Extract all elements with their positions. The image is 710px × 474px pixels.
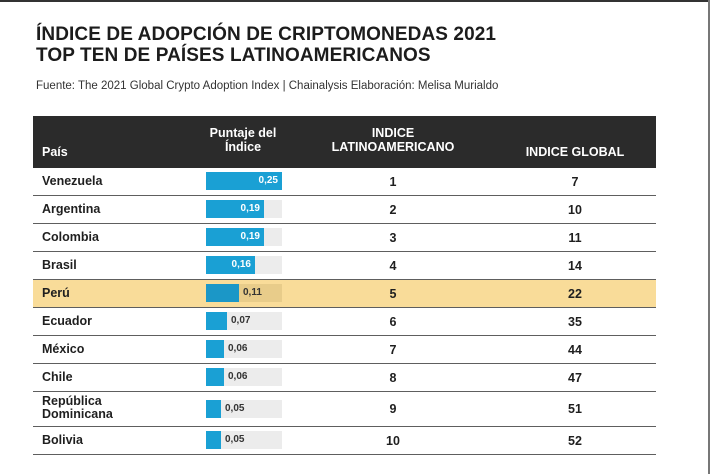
score-bar: [206, 368, 224, 386]
cell-indice-latinoamericano: 8: [389, 371, 397, 385]
cell-pais: Brasil: [42, 258, 77, 272]
cell-indice-global: 10: [568, 203, 582, 217]
score-bar: [206, 431, 221, 449]
score-bar-track: 0,07: [206, 312, 282, 330]
source-note: Fuente: The 2021 Global Crypto Adoption …: [36, 80, 499, 92]
cell-pais: Venezuela: [42, 174, 103, 188]
cell-indice-latinoamericano: 3: [389, 231, 397, 245]
cell-indice-latinoamericano: 7: [389, 343, 397, 357]
cell-indice-latinoamericano: 4: [389, 259, 397, 273]
header-indice-latinoamericano: INDICE LATINOAMERICANO: [331, 126, 455, 154]
score-bar-track: 0,19: [206, 228, 282, 246]
score-label: 0,25: [258, 175, 278, 186]
score-bar: [206, 284, 239, 302]
score-bar: [206, 228, 264, 246]
cell-indice-global: 44: [568, 343, 582, 357]
table-row: Bolivia 0,05 10 52: [33, 427, 656, 455]
table-row: Chile 0,06 8 47: [33, 364, 656, 392]
table-row: República Dominicana 0,05 9 51: [33, 392, 656, 427]
header-indice-global: INDICE GLOBAL: [525, 145, 625, 159]
cell-indice-global: 35: [568, 315, 582, 329]
header-pais: País: [42, 145, 68, 159]
score-bar-track: 0,16: [206, 256, 282, 274]
cell-indice-latinoamericano: 6: [389, 315, 397, 329]
cell-indice-latinoamericano: 10: [386, 434, 400, 448]
table-body: Venezuela 0,25 1 7 Argentina 0,19 2 10 Colombia 0…: [33, 168, 656, 455]
cell-indice-latinoamericano: 5: [389, 287, 397, 301]
cell-pais: Chile: [42, 370, 73, 384]
cell-indice-global: 7: [571, 175, 579, 189]
right-edge-rule: [708, 0, 710, 474]
score-bar-track: 0,06: [206, 340, 282, 358]
cell-pais: Ecuador: [42, 314, 93, 328]
chart-title-line-1: ÍNDICE DE ADOPCIÓN DE CRIPTOMONEDAS 2021: [36, 24, 497, 45]
score-bar: [206, 340, 224, 358]
cell-pais-line: República: [42, 394, 102, 408]
table-row: Brasil 0,16 4 14: [33, 252, 656, 280]
cell-indice-latinoamericano: 1: [389, 175, 397, 189]
table-row: Venezuela 0,25 1 7: [33, 168, 656, 196]
score-label: 0,19: [240, 203, 260, 214]
score-label: 0,16: [231, 259, 251, 270]
score-label: 0,06: [228, 371, 248, 382]
cell-indice-global: 11: [568, 231, 582, 245]
score-label: 0,19: [240, 231, 260, 242]
score-bar-track: 0,06: [206, 368, 282, 386]
score-bar-track: 0,11: [206, 284, 282, 302]
table-row: Colombia 0,19 3 11: [33, 224, 656, 252]
cell-indice-global: 47: [568, 371, 582, 385]
cell-indice-global: 51: [568, 402, 582, 416]
score-label: 0,05: [225, 434, 245, 445]
score-label: 0,06: [228, 343, 248, 354]
score-bar-track: 0,25: [206, 172, 282, 190]
cell-indice-latinoamericano: 9: [389, 402, 397, 416]
score-bar-track: 0,19: [206, 200, 282, 218]
chart-title: ÍNDICE DE ADOPCIÓN DE CRIPTOMONEDAS 2021…: [36, 24, 496, 66]
table-header: País Puntaje del Índice INDICE LATINOAME…: [33, 116, 656, 168]
top-rule: [0, 0, 710, 2]
score-bar-track: 0,05: [206, 400, 282, 418]
cell-indice-global: 52: [568, 434, 582, 448]
chart-title-line-2: TOP TEN DE PAÍSES LATINOAMERICANOS: [36, 45, 431, 66]
score-bar: [206, 312, 227, 330]
score-label: 0,05: [225, 403, 245, 414]
score-bar: [206, 172, 282, 190]
score-bar: [206, 256, 255, 274]
cell-pais: Colombia: [42, 230, 99, 244]
table-row: Perú 0,11 5 22: [33, 280, 656, 308]
table-row: Argentina 0,19 2 10: [33, 196, 656, 224]
score-bar: [206, 400, 221, 418]
cell-pais: México: [42, 342, 85, 356]
cell-pais: Argentina: [42, 202, 101, 216]
header-puntaje: Puntaje del Índice: [209, 126, 277, 154]
cell-pais-line: Dominicana: [42, 407, 113, 421]
cell-indice-global: 22: [568, 287, 582, 301]
score-bar-track: 0,05: [206, 431, 282, 449]
cell-indice-latinoamericano: 2: [389, 203, 397, 217]
cell-indice-global: 14: [568, 259, 582, 273]
score-bar: [206, 200, 264, 218]
table-row: México 0,06 7 44: [33, 336, 656, 364]
score-label: 0,11: [243, 287, 262, 298]
cell-pais: República Dominicana: [42, 395, 113, 421]
ranking-table: País Puntaje del Índice INDICE LATINOAME…: [33, 116, 656, 455]
table-row: Ecuador 0,07 6 35: [33, 308, 656, 336]
cell-pais: Bolivia: [42, 433, 83, 447]
cell-pais: Perú: [42, 286, 70, 300]
score-label: 0,07: [231, 315, 251, 326]
